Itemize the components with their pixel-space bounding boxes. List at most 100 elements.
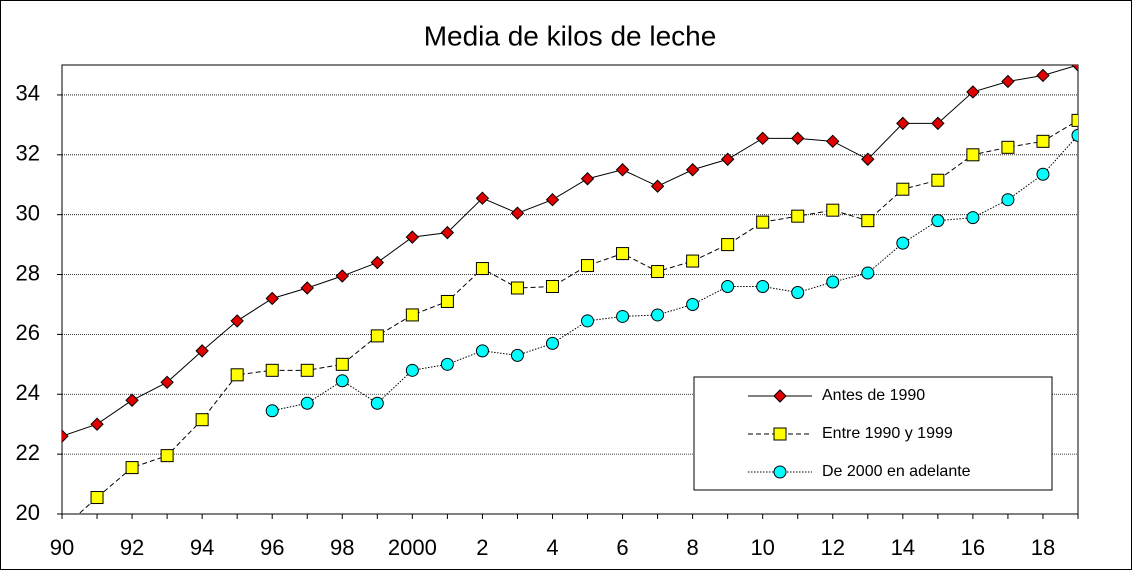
chart-title: Media de kilos de leche	[424, 20, 717, 51]
data-point	[230, 368, 244, 382]
data-point	[791, 209, 805, 223]
data-point	[1001, 140, 1015, 154]
data-point	[335, 357, 349, 371]
data-point	[896, 236, 910, 250]
data-point	[265, 404, 279, 418]
data-point	[931, 214, 945, 228]
data-point	[90, 417, 104, 431]
x-tick-label: 6	[616, 535, 628, 560]
y-tick-label: 22	[16, 440, 40, 465]
data-point	[861, 214, 875, 228]
data-point	[755, 131, 770, 146]
data-point	[545, 192, 560, 207]
data-point	[581, 259, 595, 273]
x-tick-label: 2000	[388, 535, 437, 560]
data-point	[90, 491, 104, 505]
x-tick-label: 8	[686, 535, 698, 560]
legend-marker	[773, 427, 787, 441]
data-point	[195, 413, 209, 427]
data-point	[686, 297, 700, 311]
x-tick-label: 90	[50, 535, 74, 560]
data-point	[440, 294, 454, 308]
data-point	[826, 134, 840, 149]
data-point	[62, 429, 69, 443]
series-line	[272, 135, 1078, 412]
data-point	[475, 344, 489, 358]
data-point	[931, 173, 945, 187]
data-point	[651, 308, 665, 322]
data-point	[615, 163, 630, 177]
x-tick-label: 94	[190, 535, 214, 560]
data-point	[475, 262, 489, 276]
data-point	[475, 191, 490, 205]
data-point	[651, 265, 665, 279]
data-point	[1036, 167, 1050, 181]
data-point	[650, 179, 665, 193]
data-point	[510, 206, 525, 220]
x-tick-label: 98	[330, 535, 354, 560]
data-point	[896, 182, 910, 196]
y-tick-label: 30	[16, 200, 40, 225]
data-point	[300, 396, 314, 410]
data-point	[510, 281, 524, 295]
data-point	[580, 172, 595, 186]
data-point	[370, 396, 384, 410]
data-point	[791, 285, 805, 299]
data-point	[966, 85, 980, 99]
data-point	[160, 375, 174, 390]
legend-marker	[773, 465, 787, 479]
data-point	[721, 238, 735, 252]
plot-area	[62, 65, 1078, 514]
data-point	[440, 357, 454, 371]
y-tick-label: 26	[16, 320, 40, 345]
data-point	[791, 131, 805, 146]
y-tick-label: 28	[16, 260, 40, 285]
x-tick-label: 12	[821, 535, 845, 560]
legend-label: Entre 1990 y 1999	[822, 425, 953, 442]
data-point	[545, 336, 559, 350]
data-point	[265, 363, 279, 377]
data-point	[966, 148, 980, 162]
data-point	[440, 225, 455, 240]
data-point	[826, 203, 840, 217]
y-tick-label: 32	[16, 141, 40, 166]
data-point	[581, 314, 595, 328]
data-point	[966, 211, 980, 225]
data-point	[685, 163, 700, 177]
data-point	[616, 309, 630, 323]
data-point	[1001, 74, 1015, 89]
data-point	[230, 314, 244, 328]
data-point	[686, 254, 700, 268]
data-point	[861, 266, 875, 280]
x-tick-label: 18	[1031, 535, 1055, 560]
data-point	[300, 281, 314, 295]
data-point	[1036, 68, 1050, 83]
x-tick-label: 4	[546, 535, 558, 560]
data-point	[510, 348, 524, 362]
data-point	[125, 461, 139, 475]
x-tick-label: 92	[120, 535, 144, 560]
data-point	[1036, 134, 1050, 148]
data-point	[195, 344, 209, 358]
data-point	[1071, 113, 1078, 127]
data-point	[861, 152, 875, 166]
x-tick-label: 2	[476, 535, 488, 560]
data-point	[545, 280, 559, 294]
data-point	[265, 291, 279, 306]
data-point	[405, 230, 420, 244]
x-tick-label: 16	[961, 535, 985, 560]
data-point	[616, 247, 630, 261]
x-tick-label: 14	[891, 535, 915, 560]
data-point	[1001, 193, 1015, 207]
data-point	[125, 393, 139, 407]
x-tick-label: 10	[750, 535, 774, 560]
legend-label: De 2000 en adelante	[822, 463, 971, 480]
data-point	[756, 215, 770, 229]
data-point	[370, 329, 384, 343]
data-point	[756, 280, 770, 294]
data-point	[1071, 128, 1078, 142]
y-tick-label: 24	[16, 380, 40, 405]
data-point	[335, 269, 349, 283]
data-point	[405, 308, 419, 322]
